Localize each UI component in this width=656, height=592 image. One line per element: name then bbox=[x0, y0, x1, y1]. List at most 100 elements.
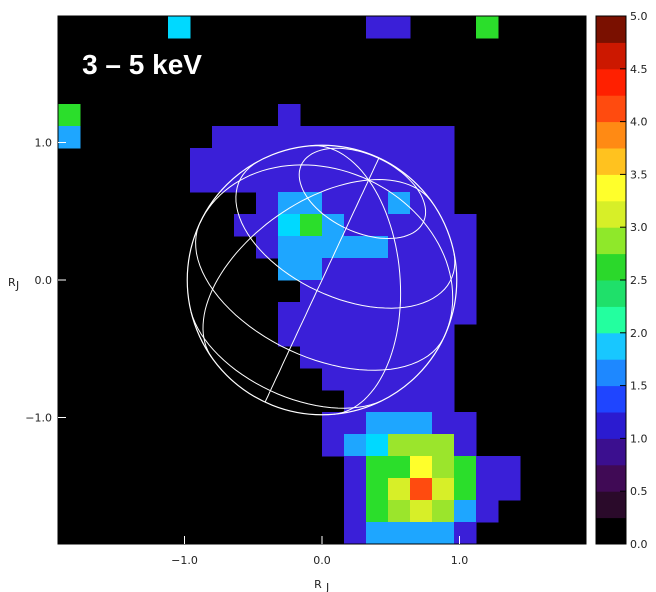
heatmap-cell bbox=[322, 258, 345, 281]
heatmap-cell bbox=[278, 236, 301, 259]
heatmap-cell bbox=[168, 16, 191, 39]
heatmap-cell bbox=[322, 302, 345, 325]
heatmap-cell bbox=[498, 456, 521, 479]
heatmap-cell bbox=[432, 192, 455, 215]
heatmap-cell bbox=[256, 170, 279, 193]
heatmap-cell bbox=[366, 390, 389, 413]
heatmap-cell bbox=[410, 148, 433, 171]
y-axis: 1.0 0.0 −1.0 bbox=[25, 137, 66, 425]
heatmap-cell bbox=[432, 456, 455, 479]
x-axis: −1.0 0.0 1.0 bbox=[171, 536, 468, 567]
heatmap-cell bbox=[366, 170, 389, 193]
colorbar-tick-label: 5.0 bbox=[630, 10, 648, 23]
heatmap-cell bbox=[366, 522, 389, 545]
heatmap-cell bbox=[388, 170, 411, 193]
heatmap-cell bbox=[476, 16, 499, 39]
heatmap-cell bbox=[300, 346, 323, 369]
globe-meridian bbox=[333, 179, 402, 415]
colorbar-segment bbox=[596, 412, 626, 439]
heatmap-cell bbox=[388, 148, 411, 171]
title-layer: 3 – 5 keV bbox=[62, 42, 222, 88]
heatmap-cell bbox=[344, 126, 367, 149]
heatmap-cell bbox=[366, 280, 389, 303]
heatmap-cell bbox=[410, 346, 433, 369]
heatmap-cell bbox=[344, 346, 367, 369]
heatmap-cell bbox=[190, 170, 213, 193]
heatmap-cell bbox=[366, 126, 389, 149]
heatmap-cell bbox=[366, 16, 389, 39]
globe-meridian bbox=[310, 145, 370, 181]
axis-titles: R JR J bbox=[8, 276, 329, 592]
heatmap-cell bbox=[388, 214, 411, 237]
heatmap-cell bbox=[322, 170, 345, 193]
heatmap-cell bbox=[454, 500, 477, 523]
heatmap-cell bbox=[454, 302, 477, 325]
colorbar-segment bbox=[596, 16, 626, 43]
globe-meridian bbox=[368, 157, 380, 181]
globe-meridian bbox=[264, 179, 370, 403]
heatmap-cell bbox=[432, 390, 455, 413]
globe-limb bbox=[186, 144, 458, 416]
x-tick-label: −1.0 bbox=[171, 554, 198, 567]
chart-title: 3 – 5 keV bbox=[82, 49, 202, 80]
heatmap-cell bbox=[410, 280, 433, 303]
heatmap-cell bbox=[388, 280, 411, 303]
heatmap-cell bbox=[366, 456, 389, 479]
heatmap-cell bbox=[410, 434, 433, 457]
heatmap-cell bbox=[388, 522, 411, 545]
heatmap-cell bbox=[366, 368, 389, 391]
heatmap-cell bbox=[366, 302, 389, 325]
colorbar-segment bbox=[596, 306, 626, 334]
heatmap-cell bbox=[278, 214, 301, 237]
x-axis-title-subscript: J bbox=[325, 581, 329, 592]
heatmap-cell bbox=[190, 148, 213, 171]
heatmap-cell bbox=[410, 368, 433, 391]
heatmap-cell bbox=[454, 456, 477, 479]
colorbar-segment bbox=[596, 359, 626, 387]
y-axis-title: R bbox=[8, 276, 16, 289]
heatmap-cell bbox=[410, 456, 433, 479]
colorbar-segment bbox=[596, 491, 626, 519]
heatmap-cell bbox=[388, 192, 411, 215]
heatmap-cell bbox=[498, 478, 521, 501]
heatmap-cell bbox=[366, 500, 389, 523]
heatmap-cell bbox=[388, 434, 411, 457]
colorbar-segment bbox=[596, 174, 626, 202]
heatmap-cell bbox=[366, 412, 389, 435]
heatmap-cell bbox=[432, 478, 455, 501]
heatmap-cell bbox=[58, 126, 81, 149]
colorbar-segment bbox=[596, 464, 626, 492]
heatmap-cell bbox=[212, 170, 235, 193]
heatmap-cell bbox=[476, 500, 499, 523]
heatmap-cell bbox=[300, 280, 323, 303]
heatmap-cell bbox=[410, 522, 433, 545]
heatmap-cell bbox=[432, 170, 455, 193]
heatmap-cell bbox=[388, 456, 411, 479]
heatmap-cell bbox=[256, 192, 279, 215]
heatmap-cell bbox=[322, 148, 345, 171]
heatmap-cell bbox=[454, 522, 477, 545]
heatmap-cell bbox=[322, 126, 345, 149]
heatmap-cell bbox=[410, 390, 433, 413]
heatmap-cell bbox=[300, 258, 323, 281]
colorbar-tick-label: 1.0 bbox=[630, 432, 648, 445]
heatmap-cell bbox=[344, 258, 367, 281]
heatmap-cell bbox=[366, 214, 389, 237]
heatmap-cell bbox=[432, 368, 455, 391]
heatmap-cell bbox=[454, 412, 477, 435]
colorbar-segment bbox=[596, 200, 626, 228]
heatmap-cell bbox=[344, 324, 367, 347]
heatmap-cell bbox=[300, 302, 323, 325]
heatmap-cell bbox=[344, 368, 367, 391]
heatmap-cell bbox=[410, 192, 433, 215]
heatmap-cell bbox=[256, 126, 279, 149]
heatmap-cell bbox=[454, 214, 477, 237]
heatmap-cell bbox=[344, 478, 367, 501]
heatmap-cell bbox=[234, 170, 257, 193]
heatmap-cell bbox=[366, 324, 389, 347]
heatmap-cell bbox=[388, 478, 411, 501]
heatmap-cell bbox=[388, 390, 411, 413]
heatmap-cell bbox=[234, 148, 257, 171]
heatmap-cell bbox=[300, 324, 323, 347]
heatmap-cell bbox=[432, 214, 455, 237]
